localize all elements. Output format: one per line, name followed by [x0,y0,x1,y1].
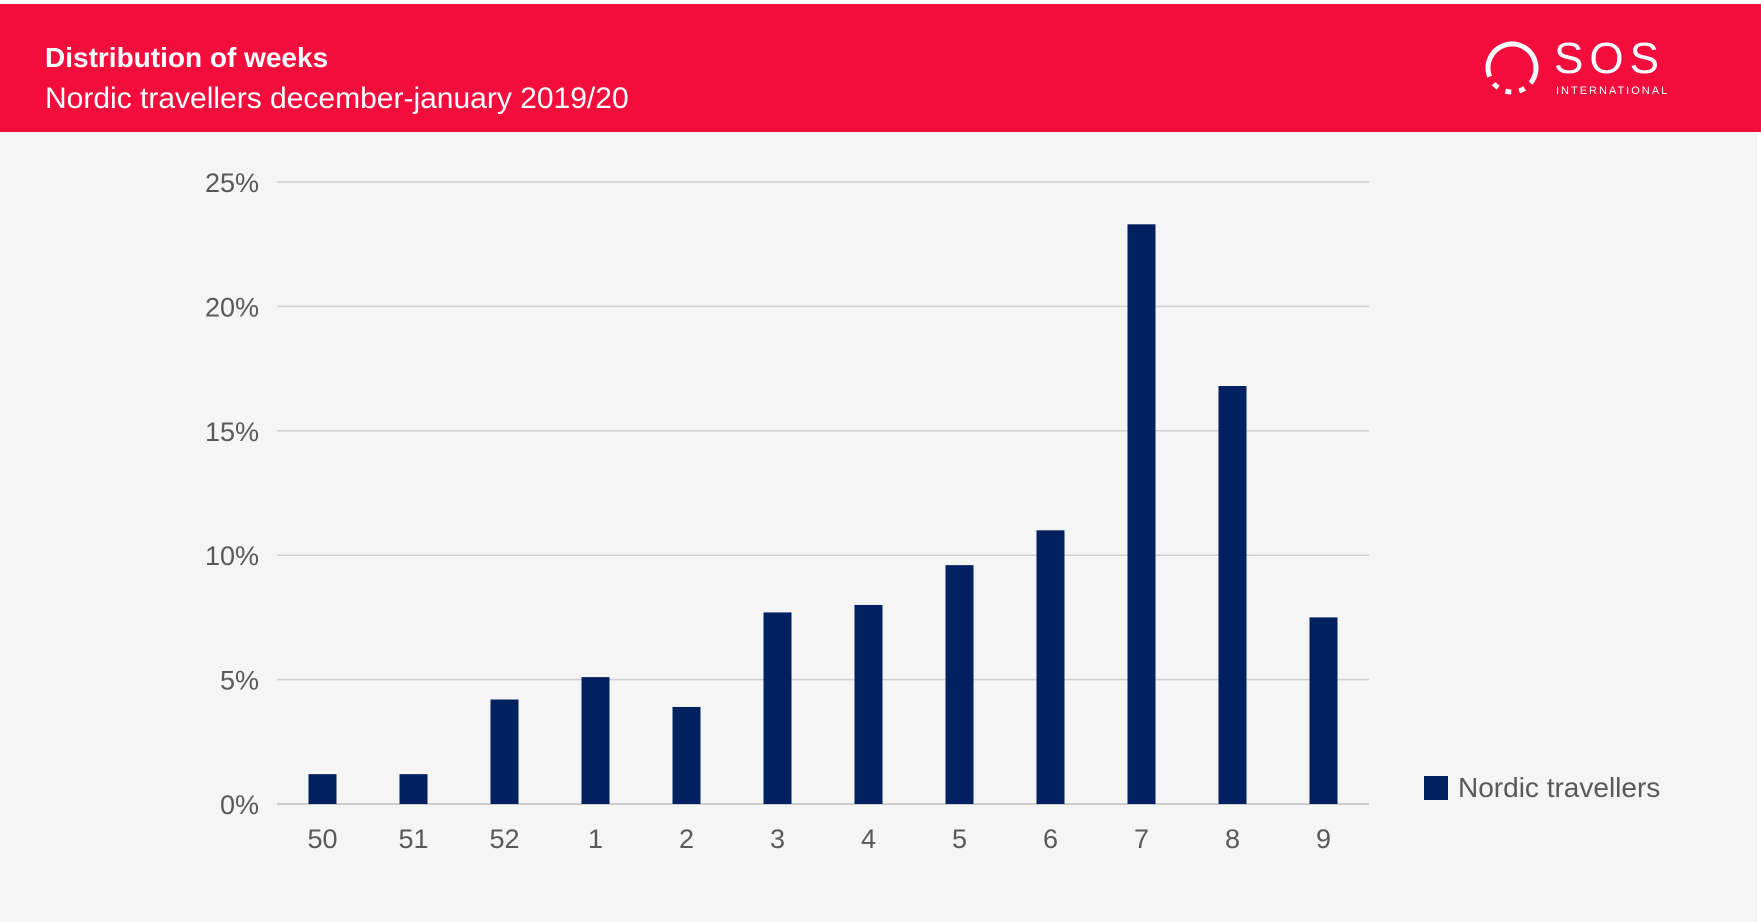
bar [854,604,883,804]
bar [1309,617,1338,804]
y-tick-label: 0% [220,790,259,820]
bar [308,774,337,804]
x-tick-label: 8 [1225,824,1240,854]
y-tick-label: 20% [205,292,259,322]
x-tick-label: 5 [952,824,967,854]
x-tick-label: 6 [1043,824,1058,854]
logo-subtext: INTERNATIONAL [1556,85,1670,97]
y-tick-label: 25% [205,168,259,198]
x-tick-label: 7 [1134,824,1149,854]
x-tick-label: 50 [307,824,337,854]
x-tick-label: 4 [861,824,876,854]
header-banner: Distribution of weeks Nordic travellers … [0,4,1761,132]
legend: Nordic travellers [1424,770,1660,806]
x-tick-label: 1 [588,824,603,854]
bar [945,565,974,804]
dotted-circle-icon [1485,41,1539,95]
bar [581,677,610,804]
y-tick-label: 15% [205,417,259,447]
legend-swatch [1424,776,1448,800]
bar [763,612,792,804]
bar [672,706,701,804]
chart-subtitle: Nordic travellers december-january 2019/… [45,82,629,115]
x-tick-label: 2 [679,824,694,854]
x-tick-label: 52 [489,824,519,854]
y-tick-label: 10% [205,541,259,571]
bar [1218,386,1247,804]
bar [1036,530,1065,804]
bar [399,774,428,804]
bar [1127,224,1156,804]
y-tick-label: 5% [220,666,259,696]
x-tick-label: 9 [1316,824,1331,854]
chart-title: Distribution of weeks [45,42,329,73]
x-tick-label: 3 [770,824,785,854]
legend-label: Nordic travellers [1458,772,1661,803]
x-tick-label: 51 [398,824,428,854]
bar [490,699,519,804]
sos-international-logo: SOS INTERNATIONAL [1480,34,1700,100]
logo-wordmark: SOS [1554,34,1665,83]
